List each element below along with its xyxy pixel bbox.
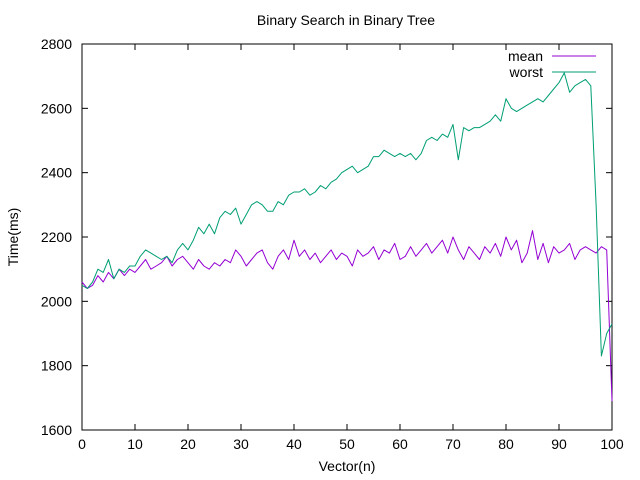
x-tick-label: 60 (392, 436, 408, 452)
y-tick-label: 2200 (41, 229, 72, 245)
legend-label-worst: worst (509, 64, 544, 80)
x-tick-label: 10 (127, 436, 143, 452)
x-tick-label: 90 (551, 436, 567, 452)
x-tick-label: 0 (78, 436, 86, 452)
x-axis-label: Vector(n) (319, 458, 376, 474)
x-tick-label: 40 (286, 436, 302, 452)
x-tick-label: 70 (445, 436, 461, 452)
y-tick-label: 2400 (41, 165, 72, 181)
series-line-worst (81, 72, 613, 357)
chart-title: Binary Search in Binary Tree (257, 12, 435, 28)
y-tick-label: 2600 (41, 100, 72, 116)
x-tick-label: 80 (498, 436, 514, 452)
legend-label-mean: mean (508, 48, 543, 64)
y-axis-label: Time(ms) (5, 208, 21, 267)
x-tick-label: 30 (233, 436, 249, 452)
y-tick-label: 1800 (41, 358, 72, 374)
x-tick-label: 50 (339, 436, 355, 452)
y-tick-label: 1600 (41, 422, 72, 438)
y-tick-label: 2800 (41, 36, 72, 52)
series-lines (81, 72, 613, 402)
x-tick-label: 20 (180, 436, 196, 452)
series-line-mean (81, 230, 613, 402)
y-tick-label: 2000 (41, 293, 72, 309)
axis-ticks: 0 10 20 30 40 50 60 70 80 90 100 1600 1800 2000 2200 24… (41, 36, 624, 452)
x-tick-label: 100 (600, 436, 624, 452)
